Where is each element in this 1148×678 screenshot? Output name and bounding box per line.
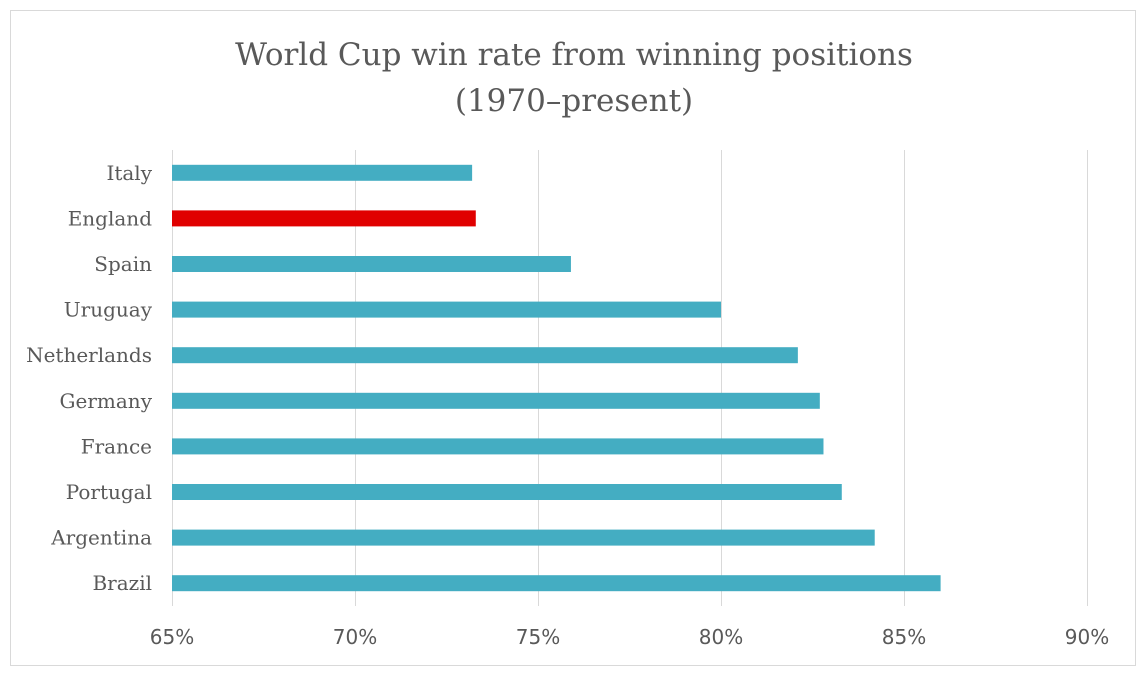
bar-portugal	[172, 484, 842, 500]
chart-frame	[10, 10, 1136, 666]
category-label-spain: Spain	[94, 252, 152, 276]
x-tick-label: 65%	[150, 625, 194, 649]
category-label-england: England	[68, 206, 152, 230]
category-label-italy: Italy	[106, 161, 152, 185]
chart-title: World Cup win rate from winning position…	[0, 32, 1148, 124]
x-tick-label: 70%	[333, 625, 377, 649]
chart-title-main: World Cup win rate from winning position…	[235, 37, 913, 73]
category-labels: Italy England Spain Uruguay Netherlands Germa…	[26, 161, 153, 595]
category-label-uruguay: Uruguay	[64, 298, 153, 322]
bar-argentina	[172, 529, 875, 546]
x-tick-label: 80%	[699, 625, 743, 649]
bar-netherlands	[172, 347, 798, 364]
category-label-portugal: Portugal	[66, 480, 152, 504]
bar-italy	[172, 164, 473, 181]
bar-germany	[172, 392, 820, 409]
category-label-argentina: Argentina	[50, 526, 152, 550]
category-label-france: France	[81, 434, 152, 458]
x-tick-label: 90%	[1065, 625, 1109, 649]
x-tick-label: 75%	[516, 625, 560, 649]
bar-spain	[172, 256, 571, 272]
chart-subtitle: (1970–present)	[454, 83, 694, 119]
bar-uruguay	[172, 301, 721, 318]
category-label-germany: Germany	[60, 389, 153, 413]
bar-france	[172, 438, 824, 455]
bar-england	[172, 210, 476, 227]
category-label-netherlands: Netherlands	[26, 343, 152, 367]
x-tick-label: 85%	[882, 625, 926, 649]
category-label-brazil: Brazil	[92, 571, 152, 595]
bar-brazil	[172, 575, 941, 592]
bars	[172, 164, 941, 592]
x-tick-labels: 65% 70% 75% 80% 85% 90%	[150, 625, 1109, 649]
